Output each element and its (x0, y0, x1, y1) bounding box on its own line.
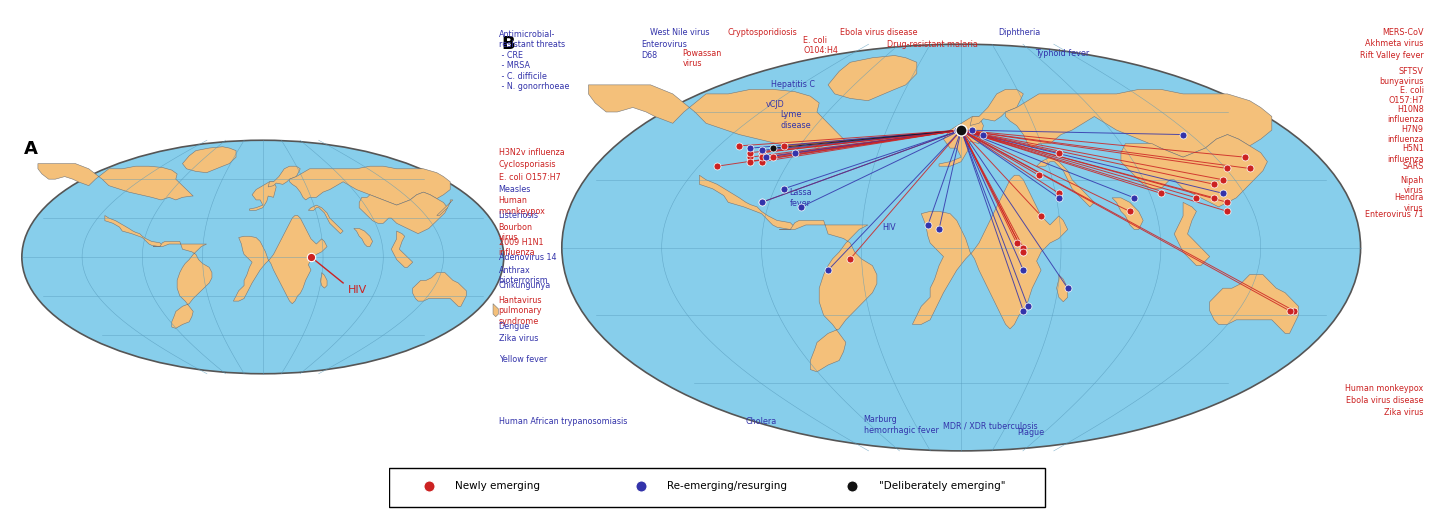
Polygon shape (105, 215, 163, 247)
Text: Lassa
fever: Lassa fever (789, 189, 812, 208)
Text: HIV: HIV (883, 223, 896, 232)
Text: 2009 H1N1
influenza: 2009 H1N1 influenza (498, 238, 543, 258)
Polygon shape (183, 146, 236, 173)
Text: Marburg
hemorrhagic fever: Marburg hemorrhagic fever (864, 415, 939, 435)
Text: Hantavirus
pulmonary
syndrome: Hantavirus pulmonary syndrome (498, 296, 541, 325)
Polygon shape (436, 200, 454, 215)
Polygon shape (700, 175, 795, 229)
Text: MERS-CoV: MERS-CoV (1382, 28, 1424, 36)
Polygon shape (971, 89, 1024, 125)
Ellipse shape (562, 44, 1361, 451)
Polygon shape (1057, 274, 1067, 302)
Text: E. coli O157:H7: E. coli O157:H7 (498, 173, 560, 182)
Text: Typhoid fever: Typhoid fever (1035, 49, 1090, 58)
Polygon shape (359, 192, 448, 234)
Text: Bourbon
virus: Bourbon virus (498, 223, 533, 243)
Text: Cyclosporiasis: Cyclosporiasis (498, 160, 556, 169)
Ellipse shape (22, 140, 504, 374)
Text: Anthrax
bioterrorism: Anthrax bioterrorism (498, 266, 549, 285)
Polygon shape (1120, 135, 1267, 207)
Text: Cryptosporidiosis: Cryptosporidiosis (727, 28, 796, 36)
Text: Akhmeta virus: Akhmeta virus (1365, 40, 1424, 48)
Text: vCJD: vCJD (766, 100, 785, 109)
Polygon shape (320, 272, 327, 288)
Polygon shape (249, 182, 276, 210)
Text: SARS: SARS (1403, 162, 1424, 172)
Text: Hendra
virus: Hendra virus (1394, 193, 1424, 213)
Polygon shape (308, 205, 343, 234)
Text: Hepatitis C: Hepatitis C (770, 80, 815, 89)
Text: Rift Valley fever: Rift Valley fever (1359, 51, 1424, 60)
Text: Cholera: Cholera (746, 417, 778, 426)
Text: Measles: Measles (498, 185, 531, 194)
Polygon shape (233, 215, 327, 304)
Polygon shape (939, 117, 984, 166)
Text: Adenovirus 14: Adenovirus 14 (498, 253, 556, 262)
Polygon shape (1005, 89, 1272, 157)
Text: Ebola virus disease: Ebola virus disease (841, 28, 917, 36)
Text: Human African trypanosomiasis: Human African trypanosomiasis (498, 417, 626, 426)
Text: Diphtheria: Diphtheria (998, 28, 1041, 36)
Text: H5N1
influenza: H5N1 influenza (1387, 144, 1424, 164)
Text: H10N8
influenza: H10N8 influenza (1387, 105, 1424, 124)
Text: Dengue: Dengue (498, 322, 530, 331)
Text: Zika virus: Zika virus (498, 334, 539, 343)
Text: West Nile virus: West Nile virus (649, 28, 710, 36)
Text: Plague: Plague (1017, 428, 1044, 437)
Text: Ebola virus disease: Ebola virus disease (1346, 396, 1424, 406)
Text: Enterovirus 71: Enterovirus 71 (1365, 210, 1424, 219)
Polygon shape (153, 242, 212, 328)
Text: Listeriosis: Listeriosis (498, 211, 539, 220)
Text: Enterovirus
D68: Enterovirus D68 (641, 41, 687, 60)
Polygon shape (1037, 157, 1094, 207)
Text: HIV: HIV (348, 285, 367, 296)
Text: MDR / XDR tuberculosis: MDR / XDR tuberculosis (943, 421, 1037, 431)
Text: B: B (501, 35, 516, 53)
Polygon shape (392, 231, 413, 267)
Polygon shape (413, 272, 467, 306)
Text: SFTSV
bunyavirus: SFTSV bunyavirus (1380, 67, 1424, 86)
Text: E. coli
O104:H4: E. coli O104:H4 (804, 35, 838, 55)
Polygon shape (1112, 198, 1143, 229)
Text: Lyme
disease: Lyme disease (780, 111, 811, 130)
Text: Newly emerging: Newly emerging (455, 481, 540, 491)
Text: Re-emerging/resurging: Re-emerging/resurging (667, 481, 788, 491)
Text: Antimicrobial-
resistant threats
 - CRE
 - MRSA
 - C. difficile
 - N. gonorrhoea: Antimicrobial- resistant threats - CRE -… (498, 30, 569, 91)
Polygon shape (492, 304, 498, 317)
Polygon shape (289, 166, 451, 205)
Polygon shape (1174, 203, 1210, 266)
Text: Yellow fever: Yellow fever (498, 355, 547, 364)
Text: Drug-resistant malaria: Drug-resistant malaria (887, 41, 978, 49)
Text: H7N9
influenza: H7N9 influenza (1387, 124, 1424, 144)
Text: Human
monkeypox: Human monkeypox (498, 196, 546, 216)
Text: E. coli
O157:H7: E. coli O157:H7 (1388, 86, 1424, 105)
Polygon shape (913, 175, 1067, 329)
Polygon shape (354, 228, 373, 247)
Polygon shape (779, 221, 877, 372)
Text: Nipah
virus: Nipah virus (1401, 176, 1424, 195)
Polygon shape (37, 163, 193, 200)
Polygon shape (828, 56, 917, 101)
Text: "Deliberately emerging": "Deliberately emerging" (878, 481, 1005, 491)
Text: Zika virus: Zika virus (1384, 408, 1424, 417)
Text: A: A (24, 140, 39, 158)
Text: H3N2v influenza: H3N2v influenza (498, 148, 564, 157)
Polygon shape (589, 85, 845, 148)
Text: Human monkeypox: Human monkeypox (1345, 384, 1424, 393)
FancyBboxPatch shape (389, 468, 1044, 507)
Text: Chikungunya: Chikungunya (498, 281, 552, 290)
Text: Powassan
virus: Powassan virus (683, 49, 721, 68)
Polygon shape (268, 166, 301, 187)
Polygon shape (1210, 274, 1299, 334)
